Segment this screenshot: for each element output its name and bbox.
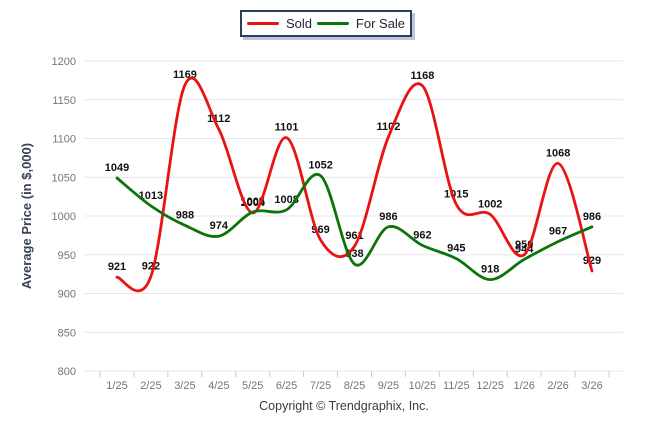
x-tick-label: 1/25 xyxy=(106,380,127,392)
data-label: 921 xyxy=(108,261,126,273)
for-sale-line-swatch-icon xyxy=(316,22,349,25)
copyright-text: Copyright © Trendgraphix, Inc. xyxy=(259,399,429,413)
legend-item-for-sale[interactable]: For Sale xyxy=(316,16,406,31)
x-tick-label: 12/25 xyxy=(476,380,504,392)
data-label: 988 xyxy=(176,209,194,221)
y-tick-label: 1050 xyxy=(52,172,76,184)
x-tick-label: 5/25 xyxy=(242,380,263,392)
data-label: 974 xyxy=(210,220,229,232)
data-label: 1101 xyxy=(275,122,299,134)
for-sale-line xyxy=(115,172,594,282)
x-tick-label: 2/26 xyxy=(547,380,568,392)
x-tick-label: 4/25 xyxy=(208,380,229,392)
x-axis: 1/25 2/25 3/25 4/25 5/25 6/25 7/25 8/25 9/25 10/2… xyxy=(99,371,610,392)
chart-legend: Sold For Sale xyxy=(240,10,412,37)
data-label: 986 xyxy=(379,211,397,223)
data-label: 922 xyxy=(142,260,160,272)
x-tick-label: 9/25 xyxy=(378,380,399,392)
data-label: 1002 xyxy=(478,198,502,210)
data-label: 1112 xyxy=(207,113,230,125)
data-label: 962 xyxy=(413,229,431,241)
data-label: 1068 xyxy=(546,147,570,159)
legend-label-sold: Sold xyxy=(285,16,312,31)
y-grid: 800 850 900 950 1000 1050 1100 1150 1200 xyxy=(52,56,623,378)
data-labels: 921 9221169111210041101969961110211681015… xyxy=(105,69,601,276)
data-label: 1052 xyxy=(308,160,332,172)
y-tick-label: 800 xyxy=(58,366,76,378)
x-tick-label: 3/25 xyxy=(174,380,195,392)
x-tick-label: 11/25 xyxy=(443,380,470,392)
data-label: 1049 xyxy=(105,162,129,174)
y-tick-label: 1100 xyxy=(52,134,76,146)
data-label: 1168 xyxy=(410,70,434,82)
data-label: 929 xyxy=(583,255,601,267)
y-tick-label: 1200 xyxy=(52,56,76,68)
sold-line xyxy=(115,76,594,293)
y-tick-label: 850 xyxy=(58,327,76,339)
y-tick-label: 950 xyxy=(58,250,76,262)
x-tick-label: 3/26 xyxy=(581,380,602,392)
y-tick-label: 900 xyxy=(58,289,76,301)
data-label: 1015 xyxy=(444,188,468,200)
data-label: 945 xyxy=(447,243,465,255)
sold-line-swatch-icon xyxy=(246,22,279,25)
x-tick-label: 7/25 xyxy=(310,380,331,392)
y-tick-label: 1150 xyxy=(52,95,76,107)
data-label: 986 xyxy=(583,211,601,223)
x-tick-label: 10/25 xyxy=(409,380,437,392)
y-axis-title: Average Price (in $,000) xyxy=(19,142,34,290)
x-tick-label: 6/25 xyxy=(276,380,297,392)
x-tick-label: 1/26 xyxy=(513,380,534,392)
legend-item-sold[interactable]: Sold xyxy=(246,16,312,31)
data-label: 967 xyxy=(549,226,567,238)
data-label: 1013 xyxy=(139,190,163,202)
x-tick-label: 2/25 xyxy=(140,380,161,392)
data-label: 918 xyxy=(481,264,499,276)
x-tick-label: 8/25 xyxy=(344,380,365,392)
legend-label-for-sale: For Sale xyxy=(355,16,406,31)
y-tick-label: 1000 xyxy=(52,211,76,223)
data-label: 1102 xyxy=(376,121,400,133)
